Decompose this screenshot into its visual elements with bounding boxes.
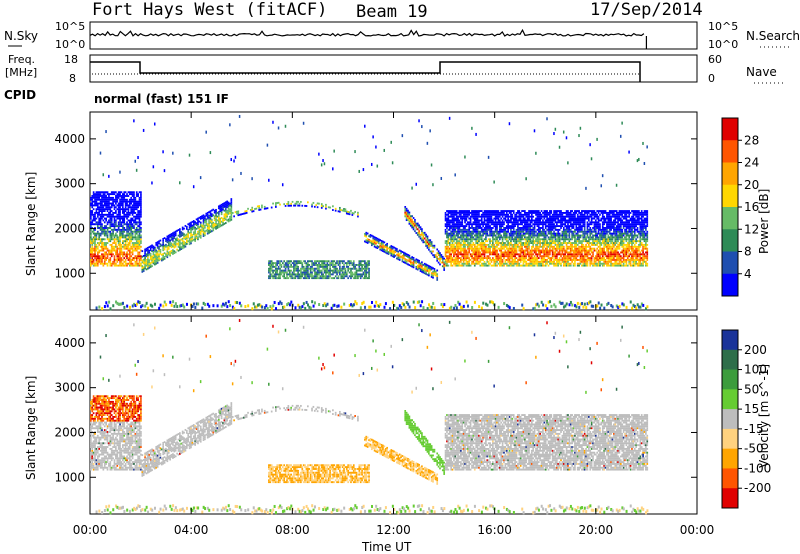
- colorbar-tick-label: 16: [744, 200, 759, 214]
- power-y-ticks: 1000 2000 3000 4000: [54, 132, 697, 280]
- colorbar-tick-label: 12: [744, 222, 759, 236]
- colorbar-tick-label: 15: [744, 402, 759, 416]
- nsky-label: N.Sky: [4, 29, 38, 43]
- power-colorbar-label: Power [dB]: [757, 189, 771, 254]
- y-tick-label: 2000: [54, 425, 85, 439]
- power-ylabel: Slant Range [km]: [24, 172, 38, 276]
- power-colorbar: 28 24 20 16 12 8 4: [721, 117, 759, 297]
- nsearch-tick-top: 10^5: [708, 20, 738, 33]
- y-tick-label: 2000: [54, 221, 85, 235]
- velocity-heatmap: [90, 318, 649, 515]
- x-tick-label: 16:00: [477, 523, 512, 537]
- x-tick-label: 00:00: [680, 523, 715, 537]
- y-tick-label: 1000: [54, 266, 85, 280]
- x-tick-label: 20:00: [579, 523, 614, 537]
- x-axis-label: Time UT: [361, 540, 412, 554]
- colorbar-tick-label: 20: [744, 178, 759, 192]
- nave-label: Nave: [746, 65, 777, 79]
- y-tick-label: 3000: [54, 177, 85, 191]
- y-tick-label: 1000: [54, 470, 85, 484]
- nave-tick-top: 60: [708, 53, 722, 66]
- nave-tick-bottom: 0: [708, 72, 715, 85]
- velocity-colorbar-label: Velocity [m s^-1]: [757, 364, 771, 468]
- nsearch-label: N.Search: [746, 29, 800, 43]
- freq-label-line1: Freq.: [8, 53, 35, 66]
- colorbar-tick-label: -50: [744, 442, 764, 456]
- y-tick-label: 4000: [54, 132, 85, 146]
- colorbar-tick-label: -200: [744, 481, 771, 495]
- velocity-ylabel: Slant Range [km]: [24, 376, 38, 480]
- date-label: 17/Sep/2014: [590, 0, 703, 20]
- x-tick-label: 04:00: [174, 523, 209, 537]
- freq-trace: [90, 61, 641, 82]
- freq-label-line2: [MHz]: [5, 66, 37, 79]
- time-x-ticks: 00:00 04:00 08:00 12:00 16:00 20:00 00:00: [73, 112, 715, 537]
- colorbar-tick-label: 200: [744, 343, 767, 357]
- nsky-tick-top: 10^5: [55, 20, 85, 33]
- nsearch-tick-bottom: 10^0: [708, 38, 738, 51]
- colorbar-tick-label: -100: [744, 461, 771, 475]
- colorbar-tick-label: 28: [744, 133, 759, 147]
- colorbar-tick-label: 50: [744, 382, 759, 396]
- radar-title: Fort Hays West (fitACF): [92, 0, 327, 20]
- freq-tick-bottom: 8: [69, 72, 76, 85]
- x-tick-label: 08:00: [275, 523, 310, 537]
- nsky-trace: [89, 28, 648, 49]
- y-tick-label: 3000: [54, 381, 85, 395]
- cpid-label: CPID: [4, 88, 36, 102]
- cpid-value: normal (fast) 151 IF: [94, 92, 229, 106]
- power-heatmap: [90, 114, 649, 311]
- velocity-y-ticks: 1000 2000 3000 4000: [54, 336, 697, 484]
- freq-tick-top: 18: [64, 53, 78, 66]
- colorbar-tick-label: -15: [744, 422, 764, 436]
- x-tick-label: 00:00: [73, 523, 108, 537]
- y-tick-label: 4000: [54, 336, 85, 350]
- power-panel-frame: [89, 111, 698, 311]
- freq-panel-frame: [89, 54, 698, 83]
- x-tick-label: 12:00: [376, 523, 411, 537]
- colorbar-tick-label: 24: [744, 156, 759, 170]
- colorbar-tick-label: 4: [744, 267, 752, 281]
- velocity-colorbar: 200 100 50 15 -15 -50 -100 -200: [721, 329, 771, 509]
- nsky-tick-bottom: 10^0: [55, 38, 85, 51]
- colorbar-tick-label: 100: [744, 363, 767, 377]
- beam-label: Beam 19: [356, 2, 428, 22]
- colorbar-tick-label: 8: [744, 245, 752, 259]
